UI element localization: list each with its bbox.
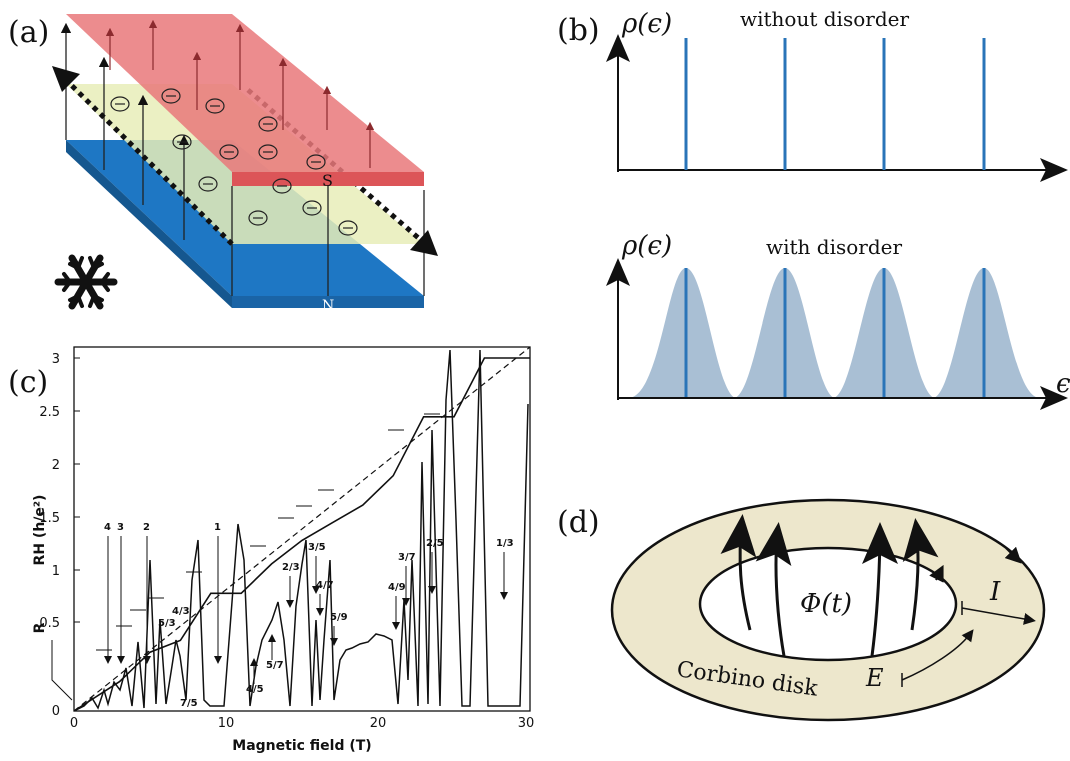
panel-d-label: (d) xyxy=(557,505,600,540)
x-tick: 20 xyxy=(370,716,387,731)
fraction-label: 5/9 xyxy=(330,612,348,623)
y-tick: 1.5 xyxy=(39,511,60,526)
top-plate xyxy=(66,14,424,172)
electron xyxy=(248,210,268,226)
field-arrow xyxy=(901,629,974,681)
panel-b-label: (b) xyxy=(557,13,600,48)
x-tick: 10 xyxy=(218,716,235,731)
flux-lines xyxy=(720,514,939,657)
electrons xyxy=(110,88,358,236)
flux-label: Φ(t) xyxy=(800,589,852,619)
electron xyxy=(172,134,192,150)
y-tick: 2.5 xyxy=(39,405,60,420)
fraction-label: 1/3 xyxy=(496,538,514,549)
snowflake-icon xyxy=(54,254,118,310)
electron xyxy=(205,98,225,114)
x-axis-label: Magnetic field (T) xyxy=(232,738,371,754)
fraction-labels: 4 3 2 1 5/3 4/3 7/5 2/3 3/5 4/7 5/9 5/7 … xyxy=(104,522,514,709)
panel-d: (d) Φ(t) I E Corbino disk xyxy=(557,498,1046,722)
fraction-label: 7/5 xyxy=(180,698,198,709)
fraction-label: 4/9 xyxy=(388,582,406,593)
electron xyxy=(302,200,322,216)
x-label: ϵ xyxy=(1056,369,1070,399)
current-label: I xyxy=(989,577,1001,607)
fraction-label: 3/7 xyxy=(398,552,416,563)
fraction-label: 5/3 xyxy=(158,618,176,629)
hall-resistance-curve xyxy=(73,357,530,712)
longitudinal-resistance-curve xyxy=(73,349,529,712)
disk-hole xyxy=(698,546,958,662)
y-tick: 3 xyxy=(52,352,60,367)
broadened-levels xyxy=(628,268,1040,398)
panel-a-label: (a) xyxy=(8,15,49,50)
electron xyxy=(198,176,218,192)
fraction-label: 4/3 xyxy=(172,606,190,617)
fraction-label: 5/7 xyxy=(266,660,284,671)
fraction-label: 2/3 xyxy=(282,562,300,573)
electron xyxy=(219,144,239,160)
current-arrow xyxy=(961,607,1036,625)
electron xyxy=(258,144,278,160)
y-axis-label-top: RH (h/e²) xyxy=(32,495,48,566)
y-ticks: 3 2.5 2 1.5 1 0.5 0 xyxy=(39,352,60,719)
panel-a: (a) xyxy=(8,14,438,314)
y-tick: 0 xyxy=(52,704,60,719)
fraction-label: 2 xyxy=(143,522,150,533)
bottom-ylabel: ρ(ϵ) xyxy=(621,231,672,261)
plot-frame xyxy=(73,346,531,712)
plate-bottom-label: N xyxy=(322,298,334,314)
fraction-label: 4/5 xyxy=(246,684,264,695)
top-title: without disorder xyxy=(740,7,909,31)
x-ticks: 0 10 20 30 xyxy=(70,716,534,731)
edge-arrow-right xyxy=(410,230,438,256)
fraction-label: 3/5 xyxy=(308,542,326,553)
edge-arrow-left xyxy=(52,66,80,92)
electron xyxy=(306,154,326,170)
plate-top-label: S xyxy=(322,171,333,190)
y-axis-label-bottom: R xyxy=(32,622,48,633)
bottom-title: with disorder xyxy=(766,235,902,259)
electron xyxy=(110,96,130,112)
panel-b: (b) ρ(ϵ) without disorder ρ(ϵ) with diso… xyxy=(557,7,1070,410)
panel-c-label: (c) xyxy=(8,365,48,400)
fraction-label: 1 xyxy=(214,522,221,533)
y-tick: 2 xyxy=(52,458,60,473)
electron xyxy=(272,178,292,194)
field-label: E xyxy=(865,664,884,692)
fraction-label: 3 xyxy=(117,522,124,533)
x-tick: 30 xyxy=(518,716,535,731)
x-tick: 0 xyxy=(70,716,78,731)
top-ylabel: ρ(ϵ) xyxy=(621,9,672,39)
electron xyxy=(338,220,358,236)
y-tick: 0.5 xyxy=(39,616,60,631)
electron xyxy=(258,116,278,132)
y-tick: 1 xyxy=(52,564,60,579)
panel-c: (c) 3 2.5 2 1.5 1 0.5 0 0 10 20 30 Magne… xyxy=(8,346,534,754)
classical-hall-line xyxy=(73,346,531,712)
electron xyxy=(161,88,181,104)
fraction-label: 4/7 xyxy=(316,580,334,591)
fraction-label: 4 xyxy=(104,522,111,533)
fraction-label: 2/5 xyxy=(426,538,444,549)
